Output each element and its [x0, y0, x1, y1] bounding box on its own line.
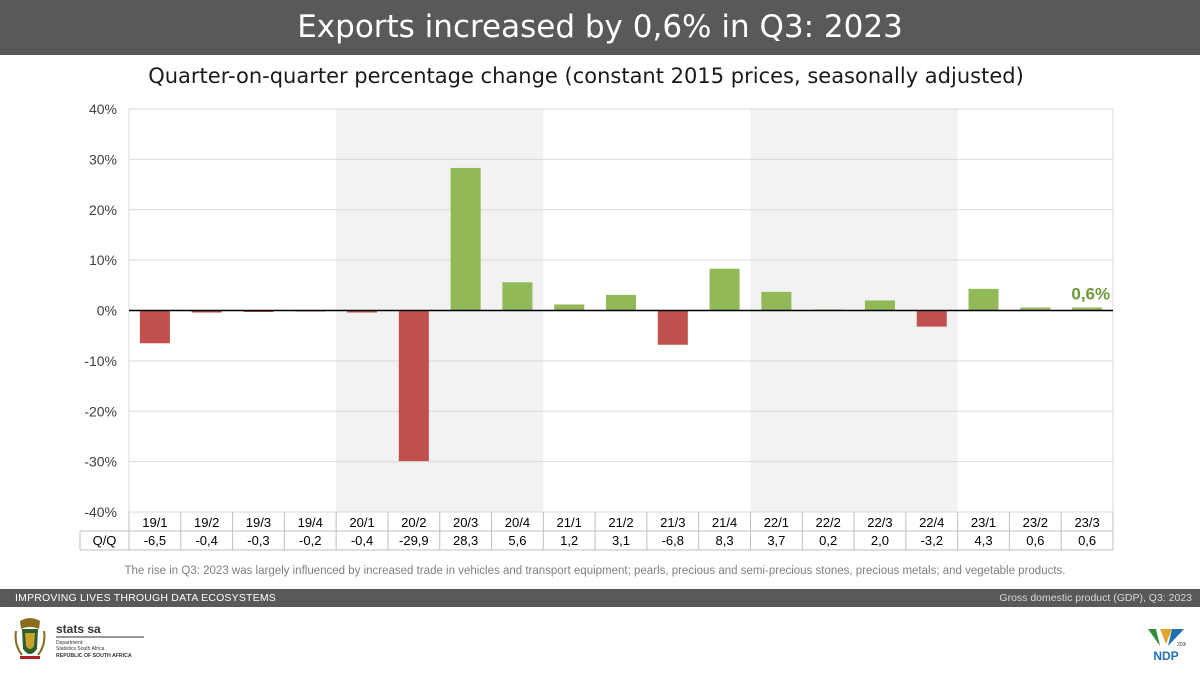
bar-21/1 [554, 304, 585, 311]
ndp-2030-logo: 2030 NDP [1148, 629, 1186, 663]
y-tick-label: -20% [84, 403, 117, 419]
x-tick-label: 22/2 [816, 515, 841, 530]
footer-bar: IMPROVING LIVES THROUGH DATA ECOSYSTEMS … [0, 589, 1200, 607]
x-tick-label: 23/1 [971, 515, 996, 530]
data-label: 3,1 [612, 533, 630, 548]
axes: -40% -30% -20% -10% 0% 10% 20% 30% 40% 0,6% [84, 101, 1113, 520]
bar-19/2 [191, 310, 222, 313]
stats-sa-name: stats sa [56, 622, 101, 636]
y-tick-label: 0% [97, 303, 117, 319]
page-title: Exports increased by 0,6% in Q3: 2023 [297, 9, 903, 45]
data-label: 0,6 [1078, 533, 1096, 548]
data-label: 2,0 [871, 533, 889, 548]
x-tick-label: 20/1 [349, 515, 374, 530]
bar-20/4 [502, 282, 533, 311]
stats-sa-country: REPUBLIC OF SOUTH AFRICA [56, 653, 132, 659]
bar-20/1 [347, 310, 378, 313]
data-label: 5,6 [508, 533, 526, 548]
bar-20/2 [398, 310, 429, 462]
x-tick-label: 23/3 [1074, 515, 1099, 530]
bar-19/1 [139, 310, 170, 344]
data-label: 8,3 [716, 533, 734, 548]
y-tick-label: -10% [84, 353, 117, 369]
x-tick-label: 21/3 [660, 515, 685, 530]
table-row-label: Q/Q [93, 533, 117, 548]
data-label: 0,2 [819, 533, 837, 548]
y-tick-label: -40% [84, 504, 117, 520]
stats-sa-department-name: Statistics South Africa [56, 646, 105, 652]
data-label: 28,3 [453, 533, 478, 548]
y-tick-label: 10% [89, 252, 117, 268]
bar-21/2 [605, 294, 637, 311]
title-bar: Exports increased by 0,6% in Q3: 2023 [0, 0, 1200, 55]
footnote: The rise in Q3: 2023 was largely influen… [124, 565, 1066, 577]
x-tick-label: 22/4 [919, 515, 944, 530]
x-tick-label: 21/1 [557, 515, 582, 530]
bar-20/3 [450, 167, 481, 311]
x-tick-label: 22/3 [867, 515, 892, 530]
ndp-year: 2030 [1177, 642, 1186, 648]
data-label: -6,5 [144, 533, 166, 548]
bar-22/1 [761, 291, 792, 311]
data-label: 0,6 [1026, 533, 1044, 548]
data-label: -0,4 [351, 533, 373, 548]
data-label: -0,2 [299, 533, 321, 548]
x-tick-label: 19/2 [194, 515, 219, 530]
bar-chart: -40% -30% -20% -10% 0% 10% 20% 30% 40% 0,6% Q/Q 19… [79, 101, 1114, 551]
bar-22/4 [916, 310, 947, 327]
x-tick-label: 19/1 [142, 515, 167, 530]
x-tick-label: 21/4 [712, 515, 737, 530]
x-tick-label: 20/3 [453, 515, 478, 530]
x-tick-label: 19/3 [246, 515, 271, 530]
coat-of-arms-icon [14, 618, 46, 659]
data-table: Q/Q 19/1 -6,5 19/2 -0,4 19/3 -0,3 19/4 -0,2 20/1 -… [79, 512, 1114, 551]
y-tick-label: -30% [84, 454, 117, 470]
y-tick-label: 20% [89, 202, 117, 218]
data-label: -0,4 [195, 533, 217, 548]
stats-sa-department: Department: [56, 640, 84, 646]
x-tick-label: 23/2 [1023, 515, 1048, 530]
bar-23/2 [1020, 307, 1051, 311]
x-tick-label: 19/4 [298, 515, 323, 530]
data-label: -6,8 [662, 533, 684, 548]
bar-21/4 [709, 268, 740, 311]
x-tick-label: 21/2 [608, 515, 633, 530]
gridlines [128, 108, 1114, 513]
data-label: -0,3 [247, 533, 269, 548]
bar-21/3 [657, 310, 688, 345]
data-label: -3,2 [921, 533, 943, 548]
data-label: -29,9 [399, 533, 429, 548]
data-label: 3,7 [767, 533, 785, 548]
chart-subtitle: Quarter-on-quarter percentage change (co… [148, 64, 1024, 88]
bars [139, 167, 1103, 462]
data-label: 1,2 [560, 533, 578, 548]
x-tick-label: 20/2 [401, 515, 426, 530]
bar-23/1 [968, 288, 999, 311]
footer-tagline: IMPROVING LIVES THROUGH DATA ECOSYSTEMS [15, 592, 277, 604]
bar-23/3 [1072, 307, 1103, 311]
y-tick-label: 30% [89, 151, 117, 167]
x-tick-label: 20/4 [505, 515, 530, 530]
ndp-text: NDP [1153, 649, 1178, 663]
bar-22/3 [864, 300, 895, 311]
stats-sa-logo: stats sa Department: Statistics South Af… [14, 618, 144, 659]
footer-publication: Gross domestic product (GDP), Q3: 2023 [999, 592, 1192, 604]
y-tick-label: 40% [89, 101, 117, 117]
data-label: 4,3 [974, 533, 992, 548]
x-tick-label: 22/1 [764, 515, 789, 530]
value-annotation: 0,6% [1071, 284, 1110, 303]
